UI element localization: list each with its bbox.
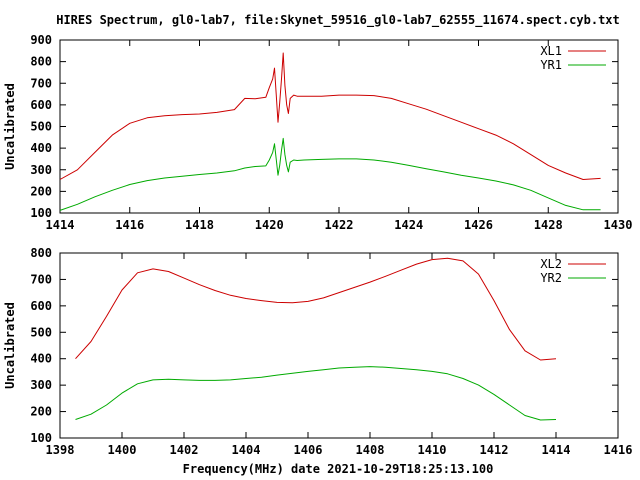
x-tick-label: 1424 — [394, 218, 423, 232]
x-tick-label: 1402 — [170, 443, 199, 457]
x-tick-label: 1420 — [255, 218, 284, 232]
series-line-yr1 — [59, 137, 601, 211]
x-tick-label: 1408 — [356, 443, 385, 457]
x-tick-label: 1398 — [46, 443, 75, 457]
y-axis-label: Uncalibrated — [3, 83, 17, 170]
x-tick-label: 1414 — [542, 443, 571, 457]
y-tick-label: 600 — [30, 299, 52, 313]
y-tick-label: 500 — [30, 120, 52, 134]
x-tick-label: 1418 — [185, 218, 214, 232]
y-tick-label: 900 — [30, 33, 52, 47]
series-line-yr2 — [75, 366, 557, 421]
x-tick-label: 1428 — [534, 218, 563, 232]
y-tick-label: 200 — [30, 184, 52, 198]
x-tick-label: 1406 — [294, 443, 323, 457]
x-tick-label: 1416 — [604, 443, 633, 457]
series-line-xl1 — [59, 52, 601, 180]
lower-spectrum-plot: 1398 1400 1402 1404 1406 1408 1410 1412 1414 1416… — [3, 246, 632, 457]
x-tick-label: 1416 — [115, 218, 144, 232]
plot-frame — [59, 39, 619, 214]
x-tick-label: 1414 — [46, 218, 75, 232]
legend-label: YR1 — [540, 58, 562, 72]
y-tick-label: 500 — [30, 325, 52, 339]
y-tick-label: 300 — [30, 378, 52, 392]
x-tick-label: 1404 — [232, 443, 261, 457]
y-tick-label: 100 — [30, 206, 52, 220]
y-tick-label: 400 — [30, 141, 52, 155]
y-tick-label: 200 — [30, 405, 52, 419]
x-tick-label: 1410 — [418, 443, 447, 457]
plot-frame — [59, 252, 619, 439]
y-tick-label: 600 — [30, 98, 52, 112]
series-line-xl2 — [75, 257, 557, 361]
figure-title: HIRES Spectrum, gl0-lab7, file:Skynet_59… — [56, 13, 620, 28]
x-tick-label: 1422 — [325, 218, 354, 232]
y-tick-label: 300 — [30, 163, 52, 177]
y-tick-label: 700 — [30, 272, 52, 286]
x-tick-label: 1412 — [480, 443, 509, 457]
y-tick-label: 800 — [30, 246, 52, 260]
y-tick-label: 400 — [30, 352, 52, 366]
legend-label: XL1 — [540, 44, 562, 58]
x-tick-label: 1400 — [108, 443, 137, 457]
x-tick-label: 1426 — [464, 218, 493, 232]
upper-spectrum-plot: 1414 1416 1418 1420 1422 1424 1426 1428 1430 100 2… — [3, 33, 632, 232]
legend-label: XL2 — [540, 257, 562, 271]
x-axis-label: Frequency(MHz) date 2021-10-29T18:25:13.… — [183, 462, 494, 476]
legend-label: YR2 — [540, 271, 562, 285]
x-tick-label: 1430 — [604, 218, 633, 232]
y-tick-label: 700 — [30, 76, 52, 90]
y-tick-label: 800 — [30, 55, 52, 69]
y-axis-label: Uncalibrated — [3, 302, 17, 389]
y-tick-label: 100 — [30, 431, 52, 445]
